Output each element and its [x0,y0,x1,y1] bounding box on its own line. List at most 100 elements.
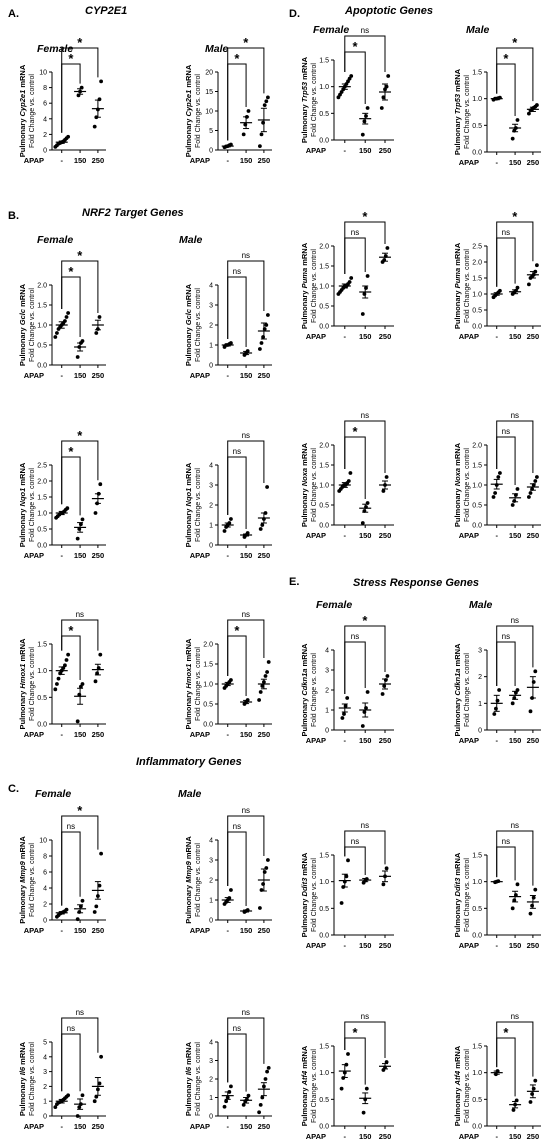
significance-label: * [234,51,240,66]
data-point [66,652,71,657]
x-tick-label: 150 [74,156,87,165]
significance-label: ns [502,427,510,436]
significance-bracket [227,63,247,141]
significance-label: ns [67,1024,75,1033]
data-point [259,132,264,137]
significance-label: ns [502,228,510,237]
data-point [528,1100,533,1104]
x-tick-label: 150 [359,332,372,341]
x-tick-label: 250 [258,926,271,935]
x-tick-label: 150 [240,156,253,165]
y-axis-label-2: Fold Change vs. control [195,647,202,721]
significance-bracket [496,625,534,686]
x-tick-label: - [495,332,498,341]
panel-trp53-female: 0.0 0.5 1.0 1.5 - 150 250 APAP Pulmonary Trp53 m… [300,26,394,155]
panel-trp53-male: 0.0 0.5 1.0 1.5 - 150 250 APAP Pulmonary Trp53 m… [453,35,541,167]
data-point [535,475,539,479]
panel-mmp9-female: 0 2 4 6 8 10 - 150 250 APAP Pulmonary Mmp9 mRNA Fol… [18,803,106,935]
y-axis-label: Pulmonary Ddit3 mRNA [453,852,462,937]
panel-gclc-male: 0 1 2 3 4 - 150 250 APAP Pulmonary Gclc mRNA Fold … [184,251,272,380]
significance-bracket [61,831,81,906]
data-point [531,895,536,900]
y-tick-label: 0.5 [37,527,47,534]
significance-bracket [61,47,99,133]
x-tick-label: 250 [258,371,271,380]
x-tick-label: - [344,146,347,155]
data-point [533,479,538,483]
x-tick-label: 250 [258,1122,271,1131]
data-point [379,106,384,110]
data-point [515,118,520,122]
y-tick-label: 1.5 [37,495,47,502]
x-axis-label: APAP [190,926,210,935]
significance-bracket [344,237,366,274]
x-tick-label: 150 [359,736,372,745]
y-tick-label: 0.5 [472,906,482,913]
data-point [99,851,103,856]
y-tick-label: 0 [209,543,213,550]
y-axis-label-2: Fold Change vs. control [311,63,318,137]
significance-label: ns [76,610,84,619]
y-tick-label: 0.0 [37,722,47,729]
y-tick-label: 1.0 [472,292,482,299]
data-point [345,696,350,700]
x-tick-label: 150 [509,158,522,167]
x-axis-label: APAP [24,551,44,560]
significance-bracket [61,1017,99,1092]
sex-label-e-female: Female [316,599,352,611]
x-tick-label: 150 [359,146,372,155]
data-point [493,491,498,495]
significance-label: ns [502,632,510,641]
y-tick-label: 1.0 [472,879,482,886]
data-point [346,858,350,863]
significance-bracket [61,440,99,505]
y-tick-label: 10 [39,70,47,77]
y-tick-label: 2.0 [37,479,47,486]
y-tick-label: 0.0 [319,933,329,940]
data-point [243,122,248,127]
y-axis-label: Pulmonary Puma mRNA [300,242,309,329]
y-tick-label: 0.5 [472,1097,482,1104]
data-point [364,1086,369,1091]
y-tick-label: 4 [209,838,213,845]
x-tick-label: - [226,551,229,560]
y-tick-label: 1.5 [472,463,482,470]
section-b-letter: B. [8,210,19,222]
data-point [515,882,520,887]
y-tick-label: 8 [43,854,47,861]
significance-bracket [496,1021,534,1077]
data-point [241,132,246,137]
y-axis-label: Pulmonary Hmox1 mRNA [18,638,27,729]
significance-label: ns [242,251,250,260]
y-axis-label-2: Fold Change vs. control [29,647,36,721]
significance-label: ns [67,822,75,831]
x-tick-label: 250 [527,1132,540,1141]
data-point [384,84,389,89]
y-tick-label: 5 [209,128,213,135]
x-axis-label: APAP [459,158,479,167]
data-point [258,690,263,694]
data-point [261,335,265,339]
x-tick-label: 150 [240,371,253,380]
x-tick-label: - [344,1132,347,1141]
significance-bracket [344,436,366,499]
x-tick-label: - [495,1132,498,1141]
panel-nqo1-male: 0 1 2 3 4 - 150 250 APAP Pulmonary Nqo1 mRNA Fold … [184,431,272,560]
significance-label: * [77,803,83,818]
data-point [262,327,267,331]
y-tick-label: 0.5 [472,308,482,315]
y-axis-label: Pulmonary Cdkn1a mRNA [453,643,462,737]
y-tick-label: 1.5 [203,662,213,669]
data-point [66,311,71,315]
data-point [362,710,367,714]
x-tick-label: 250 [92,1122,105,1131]
significance-bracket [496,237,516,287]
significance-bracket [496,641,516,686]
y-tick-label: 1 [209,523,213,530]
significance-label: * [512,35,518,50]
significance-label: ns [361,821,369,830]
data-point [384,1060,389,1064]
x-tick-label: 150 [240,926,253,935]
